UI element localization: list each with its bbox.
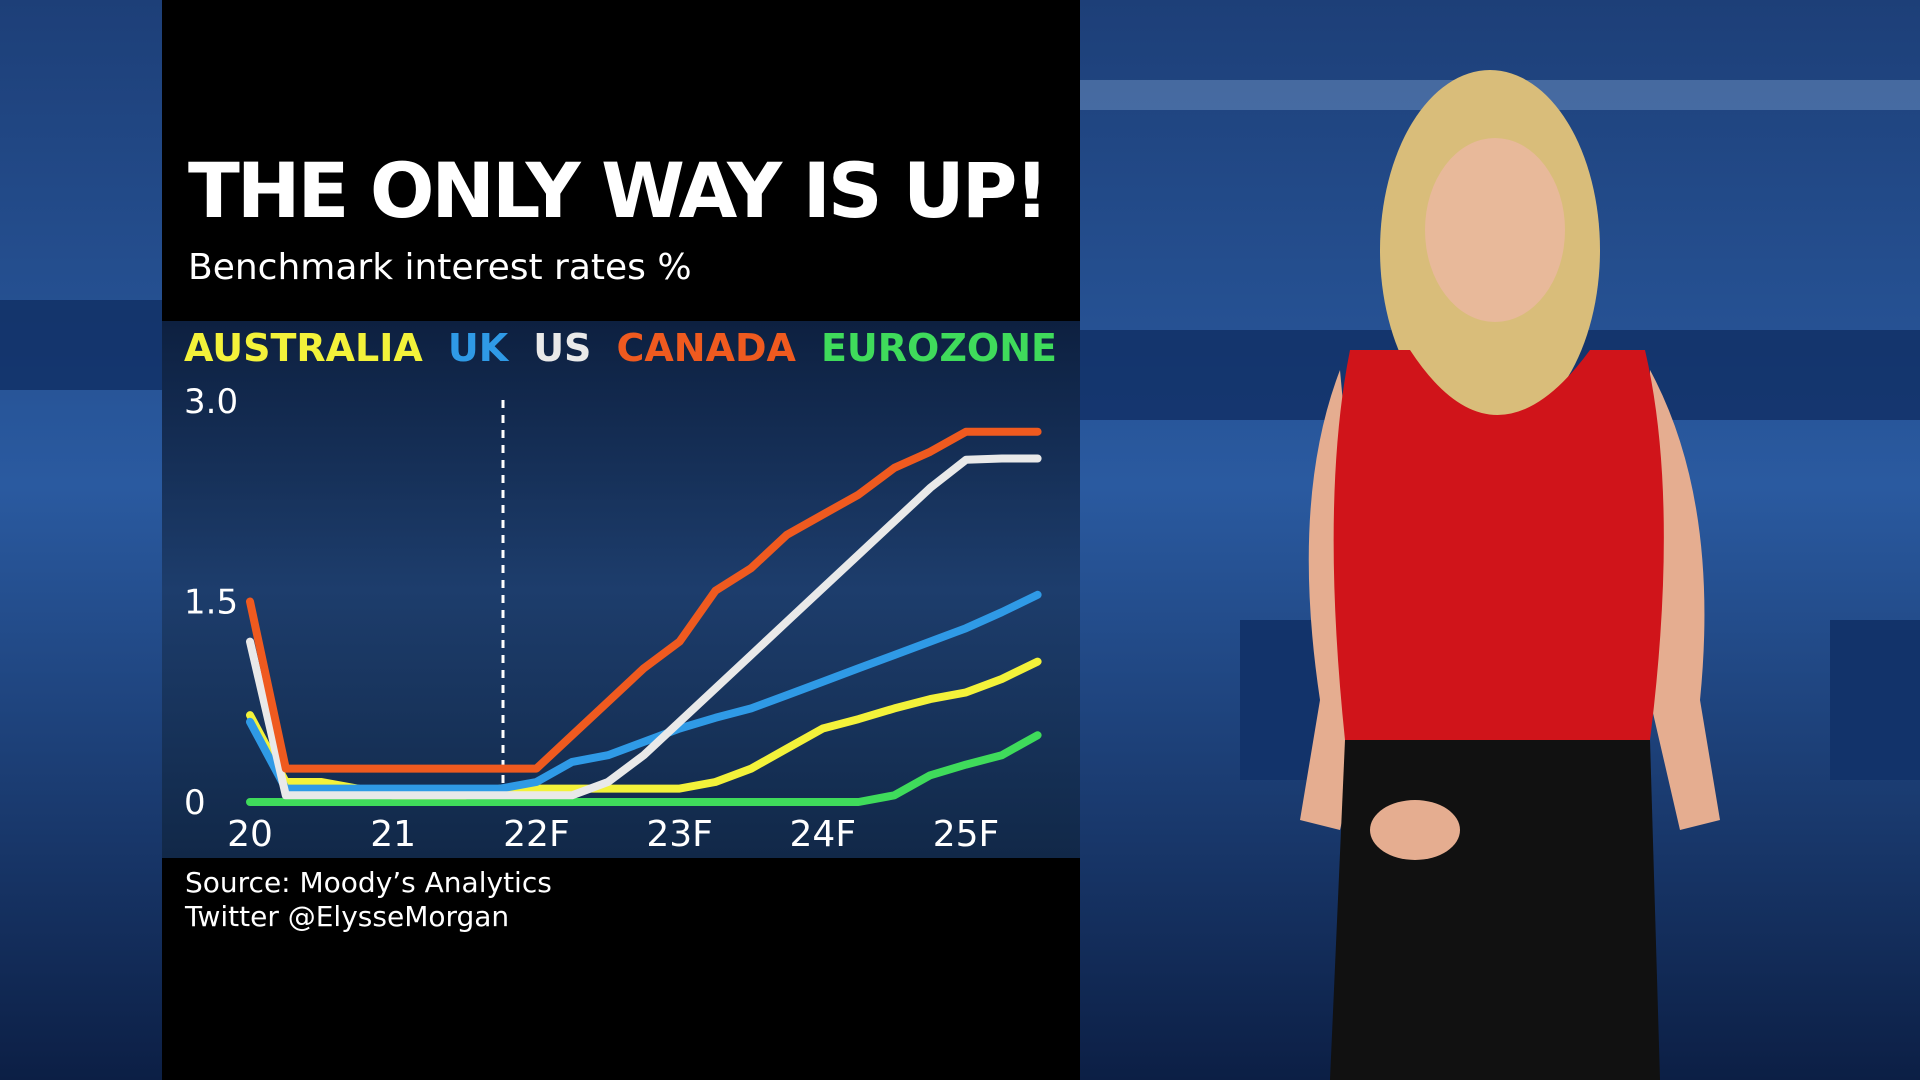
source-note: Source: Moody’s Analytics (185, 866, 552, 899)
y-tick-label: 0 (184, 783, 206, 823)
series-line (246, 427, 1042, 773)
x-tick-label: 20 (227, 814, 273, 855)
x-tick-label: 24F (790, 814, 857, 855)
y-tick-label: 3.0 (184, 382, 238, 422)
chart-subtitle: Benchmark interest rates % (188, 247, 692, 288)
legend-entry: AUSTRALIA (184, 326, 423, 370)
presenter-hands (1370, 800, 1460, 860)
x-tick-label: 22F (503, 814, 570, 855)
x-tick-label: 23F (646, 814, 713, 855)
legend-entry: UK (447, 326, 509, 370)
y-tick-label: 1.5 (184, 583, 238, 623)
plot-area: 0 1.5 3.0 20 21 22F 23F 24F 25F (184, 382, 1042, 855)
chart-title: THE ONLY WAY IS UP! (188, 146, 1049, 235)
series-line (246, 454, 1042, 800)
presenter-face (1425, 138, 1565, 322)
x-tick-label: 21 (370, 814, 416, 855)
series-line (246, 590, 1042, 793)
x-tick-label: 25F (933, 814, 1000, 855)
legend-entry: EUROZONE (820, 326, 1057, 370)
studio-monitor (1830, 620, 1920, 780)
series-line (246, 731, 1042, 806)
presenter-top (1333, 350, 1664, 740)
chart-band (162, 321, 1080, 858)
legend-entry: CANADA (616, 326, 796, 370)
credit-note: Twitter @ElysseMorgan (185, 900, 510, 933)
presenter-trousers (1330, 740, 1660, 1080)
ticker-screen (0, 300, 162, 390)
studio-monitor (1240, 620, 1320, 780)
legend: AUSTRALIA UK US CANADA EUROZONE (184, 326, 1057, 370)
legend-entry: US (533, 326, 592, 370)
